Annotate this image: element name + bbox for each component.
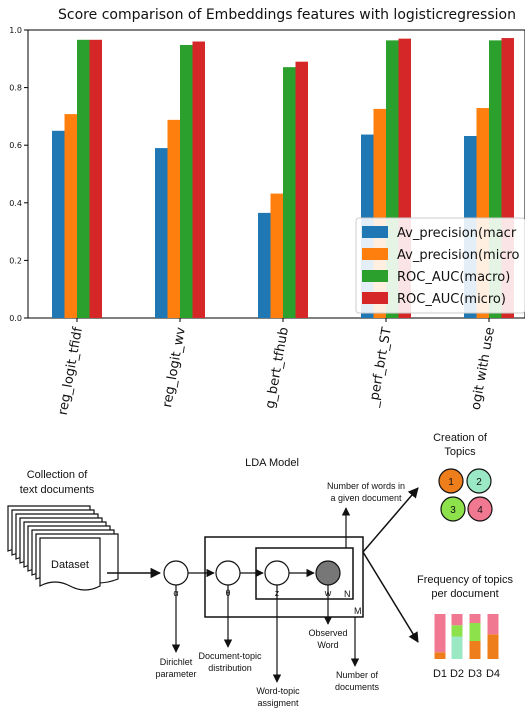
legend-label-1: Av_precision(micro xyxy=(397,248,520,263)
num-docs-label-line2: documents xyxy=(335,682,380,692)
w-node xyxy=(315,560,341,586)
words-label-line2: a given document xyxy=(330,493,402,503)
plate-n-label: N xyxy=(344,589,351,599)
freq-bar-D3-topic-1 xyxy=(469,641,481,659)
frequency-label-line1: Frequency of topics xyxy=(417,574,513,586)
bar-0-1 xyxy=(64,114,77,318)
bar-2-0 xyxy=(258,212,271,318)
word-topic-label-line1: Word-topic xyxy=(256,686,300,696)
bar-2-3 xyxy=(295,61,308,319)
legend-swatch-2 xyxy=(362,270,388,282)
arrow-to-topics xyxy=(362,487,419,553)
bar-1-1 xyxy=(167,119,180,318)
topic-1-circle xyxy=(438,468,464,494)
lda-title: LDA Model xyxy=(245,457,299,469)
y-tick-label: 1.0 xyxy=(9,26,22,35)
doc-topic-label-line1: Document-topic xyxy=(198,651,262,661)
collection-label-line1: Collection of xyxy=(27,469,88,481)
y-tick-label: 0.6 xyxy=(9,141,22,150)
x-tick-label: _perf_brt_ST xyxy=(366,326,395,409)
y-axis: 0.0 0.2 0.4 0.6 0.8 1.0 xyxy=(9,26,28,323)
bar-2-2 xyxy=(283,67,296,318)
num-docs-label-line1: Number of xyxy=(336,670,379,680)
doc-topic-label-line2: distribution xyxy=(208,663,252,673)
legend-label-3: ROC_AUC(micro) xyxy=(397,292,506,307)
bar-1-3 xyxy=(192,41,205,319)
y-tick-label: 0.8 xyxy=(9,84,22,93)
y-tick-label: 0.0 xyxy=(9,314,22,323)
observed-label-line1: Observed xyxy=(308,628,347,638)
observed-label-line2: Word xyxy=(317,640,338,650)
collection-label-line2: text documents xyxy=(20,484,95,496)
freq-bar-D3-topic-4 xyxy=(469,614,481,623)
doc-label-D3: D3 xyxy=(468,668,482,680)
frequency-label-line2: per document xyxy=(431,588,498,600)
topic-circles: 1 2 3 4 xyxy=(438,468,493,522)
legend-swatch-3 xyxy=(362,292,388,304)
alpha-node xyxy=(163,560,189,586)
x-tick-label: ogit with use xyxy=(469,326,498,411)
freq-bar-D2-topic-4 xyxy=(451,614,463,626)
dataset-label: Dataset xyxy=(51,559,89,571)
doc-label-D4: D4 xyxy=(486,668,500,680)
creation-label-line1: Creation of xyxy=(433,432,488,444)
bar-chart: Score comparison of Embeddings features … xyxy=(9,7,525,416)
bar-1-0 xyxy=(155,148,168,318)
bar-0-3 xyxy=(89,39,102,319)
bar-0-2 xyxy=(77,39,90,319)
freq-bar-D3-topic-3 xyxy=(469,623,481,641)
dirichlet-label-line2: parameter xyxy=(155,669,196,679)
doc-label-D1: D1 xyxy=(433,668,447,680)
freq-bar-D2-topic-2 xyxy=(451,636,463,659)
freq-bar-D1-topic-4 xyxy=(434,614,446,653)
bar-1-2 xyxy=(180,44,193,318)
topic-4-label: 4 xyxy=(477,505,483,516)
document-stack-icon xyxy=(7,505,119,591)
theta-node xyxy=(215,560,241,586)
doc-label-D2: D2 xyxy=(450,668,464,680)
topic-2-label: 2 xyxy=(476,477,482,488)
x-tick-label: reg_logit_tfidf xyxy=(56,326,86,417)
bar-2-1 xyxy=(270,193,283,318)
topic-1-label: 1 xyxy=(448,477,454,488)
legend-swatch-1 xyxy=(362,248,388,260)
plate-m xyxy=(204,536,364,618)
word-topic-label-line2: assigment xyxy=(257,698,299,708)
topic-2-circle xyxy=(466,468,492,494)
dirichlet-label-line1: Dirichlet xyxy=(160,657,193,667)
legend-label-0: Av_precision(macr xyxy=(397,226,517,241)
x-axis: reg_logit_tfidf reg_logit_wv g_bert_tfhub _… xyxy=(56,318,498,416)
legend-swatch-0 xyxy=(362,226,388,238)
legend-label-2: ROC_AUC(macro) xyxy=(397,270,510,285)
y-tick-label: 0.4 xyxy=(9,199,22,208)
plate-m-label: M xyxy=(354,606,362,616)
legend-box xyxy=(355,217,525,314)
legend: Av_precision(macr Av_precision(micro ROC_A… xyxy=(355,217,525,314)
freq-bar-D2-topic-3 xyxy=(451,625,463,637)
creation-label-line2: Topics xyxy=(444,446,476,458)
x-tick-label: reg_logit_wv xyxy=(160,326,189,409)
topic-4-circle xyxy=(467,496,493,522)
topic-3-label: 3 xyxy=(450,505,456,516)
chart-title: Score comparison of Embeddings features … xyxy=(58,7,516,23)
bar-0-0 xyxy=(52,130,65,318)
freq-bar-D1-topic-1 xyxy=(434,652,446,659)
freq-bar-D4-topic-4 xyxy=(487,614,499,635)
topic-3-circle xyxy=(440,496,466,522)
words-label-line1: Number of words in xyxy=(327,481,405,491)
lda-diagram: Collection of text documents Dataset LDA… xyxy=(7,432,513,708)
topic-frequency-bars: D1 D2 D3 D4 xyxy=(433,614,500,680)
bars xyxy=(52,38,514,319)
freq-bar-D4-topic-1 xyxy=(487,634,499,659)
x-tick-label: g_bert_tfhub xyxy=(263,326,292,410)
y-tick-label: 0.2 xyxy=(9,256,22,265)
z-node xyxy=(264,560,290,586)
arrow-to-frequency xyxy=(362,551,419,643)
